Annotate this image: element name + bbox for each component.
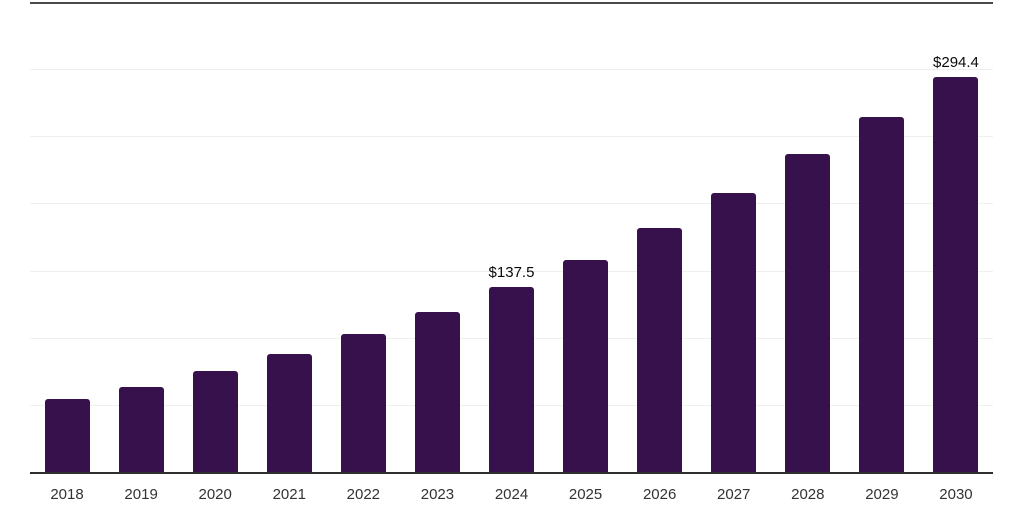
x-tick-2021: 2021 xyxy=(272,486,306,503)
gridline-200 xyxy=(30,203,993,205)
data-label-2024: $137.5 xyxy=(488,264,535,282)
x-tick-2026: 2026 xyxy=(642,486,677,503)
data-label-2030: $294.4 xyxy=(933,53,979,71)
bar-2028 xyxy=(785,154,831,472)
bar-2029 xyxy=(859,116,905,472)
x-tick-2025: 2025 xyxy=(568,486,603,503)
bar-2022 xyxy=(340,333,386,472)
x-tick-2029: 2029 xyxy=(865,486,899,503)
bar-2027 xyxy=(711,192,757,472)
x-tick-2023: 2023 xyxy=(420,486,455,503)
bar-2025 xyxy=(563,259,609,472)
bar-2023 xyxy=(414,312,460,472)
bar-2026 xyxy=(637,228,683,472)
bar-2021 xyxy=(266,353,312,472)
x-tick-2024: 2024 xyxy=(494,486,529,503)
bar-2020 xyxy=(192,371,238,472)
bar-2024 xyxy=(489,287,534,472)
bar-2030 xyxy=(933,76,979,472)
gridline-250 xyxy=(30,136,993,138)
x-tick-2027: 2027 xyxy=(717,486,751,503)
gridline-300 xyxy=(30,69,993,71)
x-tick-2019: 2019 xyxy=(124,486,158,503)
x-tick-2022: 2022 xyxy=(346,486,381,503)
x-tick-2028: 2028 xyxy=(791,486,825,503)
bar-2018 xyxy=(44,399,90,472)
bar-2019 xyxy=(118,387,164,472)
x-tick-2030: 2030 xyxy=(939,486,973,503)
x-axis-line xyxy=(30,472,993,474)
x-tick-2018: 2018 xyxy=(50,486,84,503)
x-tick-2020: 2020 xyxy=(198,486,232,503)
plot-top-border xyxy=(30,2,993,4)
